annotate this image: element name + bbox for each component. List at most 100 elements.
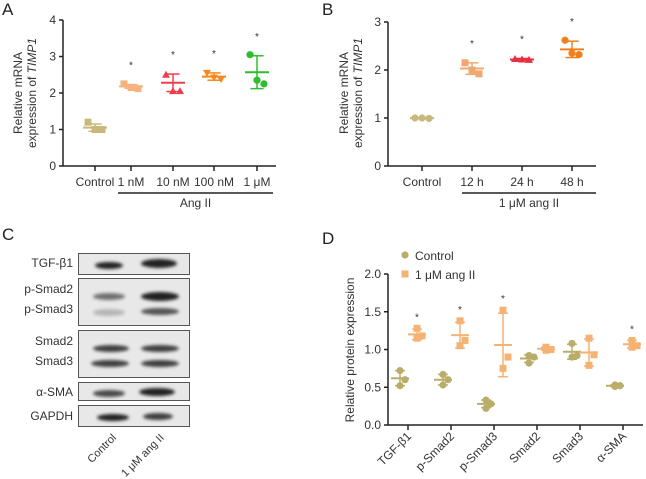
y-tick-label: 3 xyxy=(49,50,56,64)
x-tick-label: 12 h xyxy=(460,175,483,189)
y-tick-label: 0.0 xyxy=(364,418,381,432)
data-point xyxy=(418,332,426,340)
x-tick-label: Smad3 xyxy=(549,429,586,466)
blot-label: p-Smad2 xyxy=(24,282,73,296)
data-point xyxy=(461,336,469,344)
panel-label-a: A xyxy=(2,0,14,19)
blot-psmad xyxy=(78,278,190,326)
legend-label: Control xyxy=(415,249,454,263)
significance-marker: * xyxy=(255,32,259,43)
x-tick-label: Smad2 xyxy=(506,429,543,466)
data-point xyxy=(568,339,576,348)
data-point xyxy=(456,317,464,325)
data-point xyxy=(176,87,184,95)
x-tick-label: TGF-β1 xyxy=(375,429,415,469)
blot-label: Smad2 xyxy=(34,334,73,348)
x-tick-label: p-Smad3 xyxy=(456,429,501,474)
significance-marker: * xyxy=(171,50,175,61)
data-point xyxy=(504,353,512,361)
data-point xyxy=(413,324,421,332)
panel-label-b: B xyxy=(322,0,334,19)
y-tick-label: 0.5 xyxy=(364,380,381,394)
significance-marker: * xyxy=(129,61,133,72)
data-point xyxy=(203,69,211,77)
significance-marker: * xyxy=(570,17,574,28)
x-tick-label: 48 h xyxy=(560,175,583,189)
group-label: Ang II xyxy=(180,196,211,210)
y-axis-label-text: expression of xyxy=(351,73,365,148)
blot-label: TGF-β1 xyxy=(31,256,73,270)
y-axis-label: expression of TIMP1 xyxy=(351,38,365,148)
blot-label: Smad3 xyxy=(34,354,73,368)
significance-marker: * xyxy=(415,312,419,323)
y-tick-label: 0 xyxy=(49,159,56,173)
blot-smad xyxy=(78,330,190,378)
data-point xyxy=(561,36,569,44)
y-tick-label: 2 xyxy=(374,63,381,77)
significance-marker: * xyxy=(501,294,505,305)
legend-label: 1 μM ang II xyxy=(415,268,475,282)
y-axis-label: Relative protein expression xyxy=(343,278,357,423)
data-point xyxy=(246,51,254,59)
legend-marker xyxy=(401,270,409,278)
significance-marker: * xyxy=(470,39,474,50)
y-tick-label: 1 xyxy=(374,111,381,125)
x-tick-label: 1 μM xyxy=(244,175,271,189)
x-tick-label: Control xyxy=(403,175,442,189)
x-tick-label: 24 h xyxy=(510,175,533,189)
data-point xyxy=(633,342,641,350)
data-point xyxy=(525,359,533,367)
group-label: 1 μM ang II xyxy=(499,196,559,210)
significance-marker: * xyxy=(520,34,524,45)
y-tick-label: 0 xyxy=(374,159,381,173)
y-axis-label: Relative mRNA xyxy=(337,52,351,134)
significance-marker: * xyxy=(212,49,216,60)
y-axis-label-text: expression of xyxy=(25,73,39,148)
y-axis-label-gene: TIMP1 xyxy=(351,38,365,73)
y-tick-label: 3 xyxy=(374,15,381,29)
data-point xyxy=(162,70,170,78)
data-point xyxy=(482,404,490,412)
y-tick-label: 2.0 xyxy=(364,267,381,281)
data-point xyxy=(98,126,106,133)
data-point xyxy=(134,85,142,93)
y-tick-label: 1.5 xyxy=(364,305,381,319)
data-point xyxy=(461,59,469,67)
legend-marker xyxy=(401,251,409,259)
y-axis-label-gene: TIMP1 xyxy=(25,38,39,73)
data-point xyxy=(585,334,593,342)
blot-label: p-Smad3 xyxy=(24,302,73,316)
y-tick-label: 4 xyxy=(49,13,56,27)
data-point xyxy=(475,70,483,78)
y-tick-label: 1 xyxy=(49,123,56,137)
data-point xyxy=(217,76,225,84)
data-point xyxy=(401,376,409,384)
significance-marker: * xyxy=(458,305,462,316)
x-tick-label: 100 nM xyxy=(194,175,234,189)
y-axis-label: expression of TIMP1 xyxy=(25,38,39,148)
y-tick-label: 1.0 xyxy=(364,343,381,357)
significance-marker: * xyxy=(630,324,634,335)
x-tick-label: α-SMA xyxy=(593,429,629,465)
y-tick-label: 2 xyxy=(49,86,56,100)
x-tick-label: p-Smad2 xyxy=(413,429,458,474)
panel-label-c: C xyxy=(2,225,15,244)
panel-label-d: D xyxy=(322,229,335,248)
x-tick-label: 10 nM xyxy=(156,175,189,189)
data-point xyxy=(590,351,598,359)
data-point xyxy=(120,80,128,88)
data-point xyxy=(575,51,583,59)
data-point xyxy=(499,306,507,314)
x-tick-label: Control xyxy=(76,175,115,189)
blot-gapdh xyxy=(78,405,190,427)
blot-tgfb1 xyxy=(78,253,190,275)
blot-label: α-SMA xyxy=(36,385,73,399)
data-point xyxy=(260,80,268,88)
blot-asma xyxy=(78,382,190,401)
data-point xyxy=(84,118,92,126)
blot-label: GAPDH xyxy=(30,409,73,423)
y-axis-label: Relative mRNA xyxy=(11,52,25,134)
x-tick-label: 1 nM xyxy=(118,175,145,189)
